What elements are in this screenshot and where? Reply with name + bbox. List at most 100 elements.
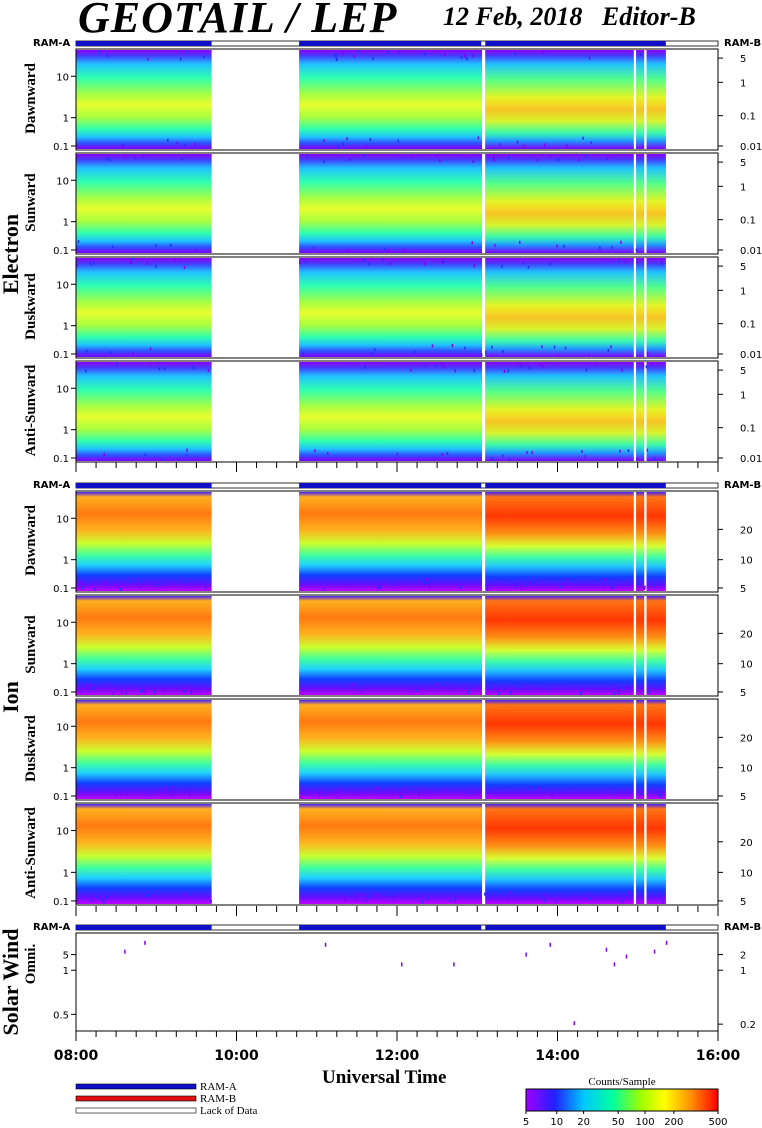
noise-speck — [435, 683, 438, 687]
noise-speck — [551, 795, 554, 799]
noise-speck — [660, 261, 663, 265]
noise-speck — [418, 794, 420, 798]
noise-speck — [167, 139, 169, 143]
electron-spectrogram — [75, 48, 719, 151]
ion-y2-tick-label: 20 — [740, 629, 753, 640]
noise-speck — [493, 155, 495, 159]
noise-speck — [156, 584, 158, 588]
noise-speck — [161, 457, 164, 461]
electron-y2-tick-label: 1 — [740, 182, 746, 193]
noise-speck — [103, 900, 105, 904]
noise-speck — [129, 580, 132, 584]
data-block-late — [646, 362, 666, 461]
noise-speck — [446, 789, 449, 793]
noise-speck — [353, 54, 356, 58]
noise-speck — [627, 682, 630, 686]
noise-speck — [342, 897, 344, 901]
noise-speck — [443, 259, 445, 263]
data-block-late — [636, 362, 645, 461]
ion-y-tick-label: 0.1 — [53, 792, 69, 803]
noise-speck — [386, 893, 389, 897]
noise-speck — [463, 53, 466, 57]
noise-speck — [335, 790, 338, 794]
noise-speck — [140, 689, 142, 693]
noise-speck — [470, 792, 473, 796]
ion-panel-label: Anti-Sunward — [23, 807, 39, 899]
noise-speck — [659, 794, 662, 798]
electron-y-tick-label: 0.1 — [53, 246, 69, 257]
noise-speck — [302, 352, 304, 356]
ion-group-label: Ion — [0, 681, 23, 713]
noise-speck — [149, 347, 152, 351]
noise-speck — [87, 787, 89, 791]
noise-speck — [194, 248, 197, 252]
noise-speck — [624, 260, 627, 264]
noise-speck — [125, 691, 127, 695]
noise-speck — [428, 586, 431, 590]
noise-speck — [335, 57, 338, 61]
noise-speck — [610, 788, 613, 792]
noise-speck — [399, 795, 401, 799]
solar-wind-point — [625, 954, 628, 959]
noise-speck — [594, 362, 596, 366]
ion-y-tick-label: 10 — [56, 827, 69, 838]
electron-y-tick-label: 1 — [63, 426, 69, 437]
noise-speck — [143, 689, 146, 693]
electron-panel-label: Anti-Sunward — [23, 364, 39, 456]
noise-speck — [565, 144, 568, 148]
noise-speck — [662, 900, 664, 904]
noise-speck — [89, 683, 92, 687]
legend-lack-label: Lack of Data — [200, 1105, 258, 1117]
noise-speck — [488, 895, 490, 899]
noise-speck — [483, 892, 486, 896]
noise-speck — [620, 240, 622, 244]
data-block — [76, 154, 212, 253]
noise-speck — [389, 261, 391, 265]
noise-speck — [106, 156, 108, 160]
noise-speck — [142, 688, 144, 692]
noise-speck — [485, 350, 487, 354]
noise-speck — [516, 140, 519, 144]
noise-speck — [183, 690, 185, 694]
noise-speck — [543, 143, 546, 147]
noise-speck — [549, 262, 551, 266]
noise-speck — [495, 891, 497, 895]
ram-status-bar — [75, 482, 719, 489]
panel-frame — [75, 48, 719, 151]
noise-speck — [526, 583, 528, 587]
electron-y2-tick-label: 1 — [740, 78, 746, 89]
noise-speck — [76, 899, 79, 903]
noise-speck — [657, 792, 659, 796]
noise-speck — [299, 260, 301, 264]
noise-speck — [443, 365, 445, 369]
noise-speck — [359, 684, 361, 688]
noise-speck — [176, 580, 179, 584]
noise-speck — [533, 682, 535, 686]
noise-speck — [183, 265, 186, 269]
legend-ram-b-label: RAM-B — [200, 1093, 236, 1105]
noise-speck — [502, 350, 504, 354]
noise-speck — [170, 786, 173, 790]
noise-speck — [126, 792, 128, 796]
noise-speck — [191, 366, 194, 370]
electron-y2-tick-label: 5 — [740, 54, 746, 65]
electron-y-tick-label: 10 — [56, 72, 69, 83]
noise-speck — [322, 587, 325, 591]
noise-speck — [145, 894, 148, 898]
panel-frame — [75, 802, 719, 906]
noise-speck — [323, 139, 325, 143]
noise-speck — [185, 50, 188, 54]
noise-speck — [467, 687, 469, 691]
ion-y2-tick-label: 20 — [740, 838, 753, 849]
editor-label: Editor-B — [601, 2, 696, 31]
ion-panel-label: Sunward — [23, 615, 39, 674]
noise-speck — [375, 892, 378, 896]
noise-speck — [184, 143, 186, 147]
ion-y-tick-label: 0.1 — [53, 688, 69, 699]
noise-speck — [588, 892, 591, 896]
noise-speck — [647, 690, 649, 694]
data-block-late — [485, 50, 634, 149]
noise-speck — [464, 55, 467, 59]
legend-ram-b-swatch — [75, 1095, 197, 1102]
ion-y-tick-label: 1 — [63, 556, 69, 567]
